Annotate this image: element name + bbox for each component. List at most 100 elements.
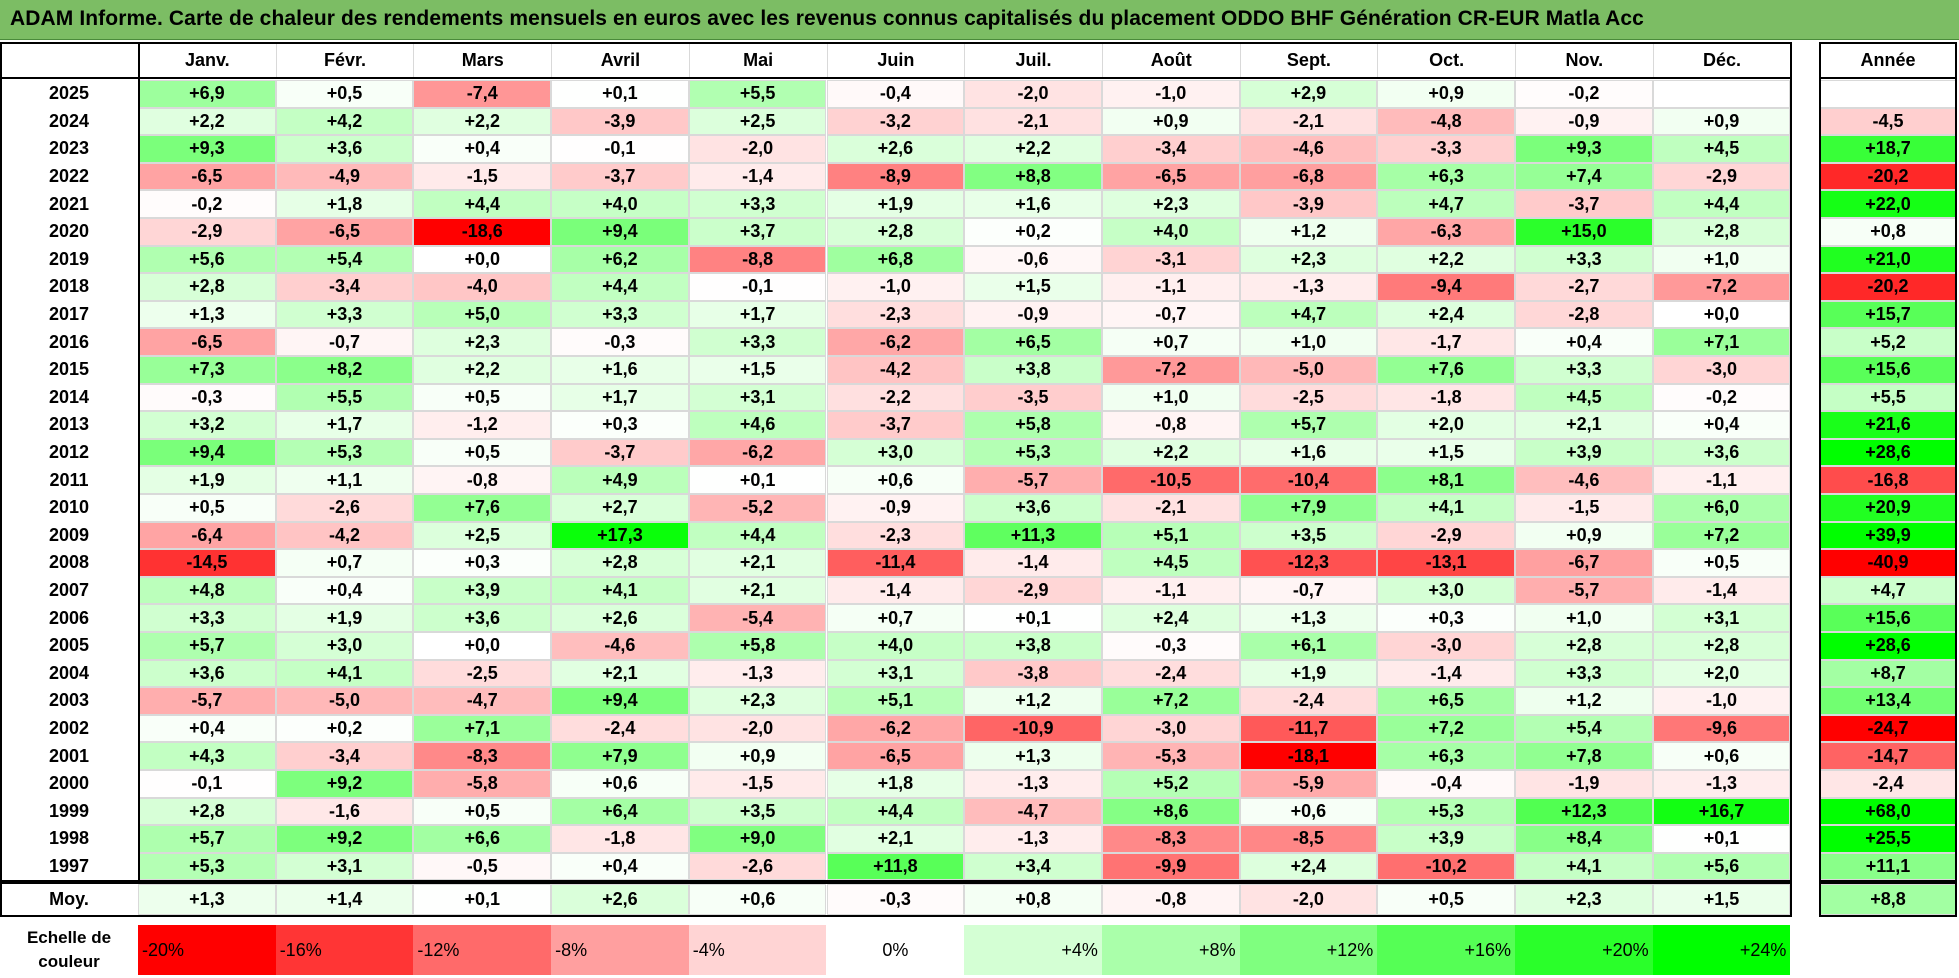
heatmap-cell: +4,5 — [1515, 383, 1653, 412]
heatmap-cell: +2,1 — [551, 659, 689, 688]
year-label: 2009 — [48, 524, 90, 545]
year-label: 2003 — [48, 690, 90, 711]
heatmap-cell: +2,5 — [688, 107, 827, 136]
heatmap-cell: +1,8 — [826, 770, 965, 798]
chart-title-bar: ADAM Informe. Carte de chaleur des rende… — [0, 0, 1959, 40]
heatmap-cell: -2,1 — [964, 107, 1102, 136]
heatmap-cell: +3,8 — [964, 632, 1102, 660]
heatmap-cell: -5,9 — [1239, 770, 1378, 798]
heatmap-cell: -2,5 — [1239, 383, 1378, 412]
heatmap-cell: +7,8 — [1515, 742, 1653, 770]
scale-swatch: -4% — [688, 925, 827, 975]
heatmap-cell: -2,1 — [1239, 107, 1378, 136]
heatmap-cell: +5,0 — [413, 300, 552, 329]
heatmap-cell: -1,0 — [826, 273, 965, 301]
heatmap-cell: +3,0 — [1377, 576, 1515, 605]
heatmap-cell: -6,7 — [1515, 549, 1653, 577]
heatmap-cell: -14,5 — [138, 549, 276, 577]
average-cell: +0,6 — [688, 884, 827, 916]
annual-cell: -4,5 — [1819, 107, 1957, 136]
heatmap-cell: +3,6 — [964, 494, 1102, 522]
heatmap-cell: +3,3 — [1515, 659, 1653, 688]
heatmap-cell: -3,5 — [964, 383, 1102, 412]
heatmap-cell: +1,0 — [1239, 328, 1378, 356]
heatmap-cell: +11,3 — [964, 521, 1102, 550]
heatmap-cell: +2,2 — [964, 135, 1102, 163]
heatmap-cell: +0,9 — [1515, 521, 1653, 550]
heatmap-cell: +4,0 — [826, 632, 965, 660]
heatmap-cell: +6,4 — [551, 797, 689, 826]
heatmap-cell: +0,5 — [413, 383, 552, 412]
heatmap-cell: +1,5 — [688, 356, 827, 384]
heatmap-cell: +1,7 — [275, 411, 414, 439]
heatmap-cell: +3,3 — [138, 604, 276, 632]
heatmap-cell: -2,1 — [1101, 494, 1240, 522]
heatmap-cell: +2,4 — [1239, 852, 1378, 881]
heatmap-cell: -7,4 — [413, 80, 552, 108]
annual-cell: +0,8 — [1819, 218, 1957, 246]
heatmap-cell: -3,7 — [551, 162, 689, 191]
heatmap-cell: +8,6 — [1101, 797, 1240, 826]
heatmap-cell: -1,3 — [964, 825, 1102, 853]
heatmap-cell: -2,9 — [1377, 521, 1515, 550]
heatmap-cell: +3,1 — [275, 852, 414, 881]
month-header: Déc. — [1652, 44, 1791, 77]
heatmap-cell: +3,5 — [1239, 521, 1378, 550]
heatmap-cell: +1,0 — [1101, 383, 1240, 412]
heatmap-cell: -10,9 — [964, 714, 1102, 743]
heatmap-cell: -3,4 — [275, 273, 414, 301]
annual-cell: -20,2 — [1819, 162, 1957, 191]
heatmap-cell: -6,5 — [826, 742, 965, 770]
year-label: 2023 — [48, 138, 90, 159]
heatmap-cell: +1,5 — [1377, 438, 1515, 467]
heatmap-cell: +5,6 — [1652, 852, 1791, 881]
heatmap-cell: +0,0 — [1652, 300, 1791, 329]
heatmap-cell: +2,8 — [1652, 632, 1791, 660]
heatmap-cell: -7,2 — [1101, 356, 1240, 384]
heatmap-cell: +0,1 — [1652, 825, 1791, 853]
heatmap-cell: +4,1 — [1377, 494, 1515, 522]
heatmap-cell: +5,7 — [138, 632, 276, 660]
heatmap-cell: -0,7 — [1101, 300, 1240, 329]
average-cell: +2,6 — [551, 884, 689, 916]
heatmap-cell: +0,4 — [138, 714, 276, 743]
heatmap-cell: +4,0 — [1101, 218, 1240, 246]
year-label: 1998 — [48, 828, 90, 849]
heatmap-cell: -6,2 — [826, 328, 965, 356]
heatmap-cell: +8,4 — [1515, 825, 1653, 853]
heatmap-cell: +0,5 — [413, 797, 552, 826]
heatmap-cell: +7,3 — [138, 356, 276, 384]
heatmap-cell: -3,0 — [1377, 632, 1515, 660]
heatmap-cell: +2,8 — [551, 549, 689, 577]
heatmap-cell: -11,4 — [826, 549, 965, 577]
heatmap-cell: -2,5 — [413, 659, 552, 688]
heatmap-cell: +2,1 — [688, 549, 827, 577]
heatmap-cell: -2,9 — [138, 218, 276, 246]
heatmap-cell: +4,1 — [275, 659, 414, 688]
heatmap-cell: +5,5 — [275, 383, 414, 412]
heatmap-cell: +7,9 — [551, 742, 689, 770]
annual-cell: +39,9 — [1819, 521, 1957, 550]
average-cell: +1,5 — [1652, 884, 1791, 916]
heatmap-cell: +2,3 — [1101, 190, 1240, 218]
heatmap-cell: +2,3 — [688, 687, 827, 715]
heatmap-cell: -2,6 — [275, 494, 414, 522]
heatmap-cell: +4,3 — [138, 742, 276, 770]
heatmap-cell: +4,2 — [275, 107, 414, 136]
heatmap-cell: +4,1 — [1515, 852, 1653, 881]
heatmap-cell: +5,3 — [275, 438, 414, 467]
heatmap-cell: +4,5 — [1101, 549, 1240, 577]
heatmap-cell: -18,6 — [413, 218, 552, 246]
heatmap-cell: -13,1 — [1377, 549, 1515, 577]
heatmap-cell: -3,1 — [1101, 245, 1240, 274]
heatmap-cell: +0,3 — [551, 411, 689, 439]
heatmap-cell: -1,5 — [688, 770, 827, 798]
heatmap-cell: -1,9 — [1515, 770, 1653, 798]
year-label: 2008 — [48, 552, 90, 573]
heatmap-cell: -0,2 — [1515, 80, 1653, 108]
heatmap-cell: +5,3 — [1377, 797, 1515, 826]
heatmap-cell: +5,4 — [275, 245, 414, 274]
heatmap-cell: -3,9 — [551, 107, 689, 136]
heatmap-cell: -2,0 — [688, 714, 827, 743]
heatmap-cell: +2,6 — [551, 604, 689, 632]
